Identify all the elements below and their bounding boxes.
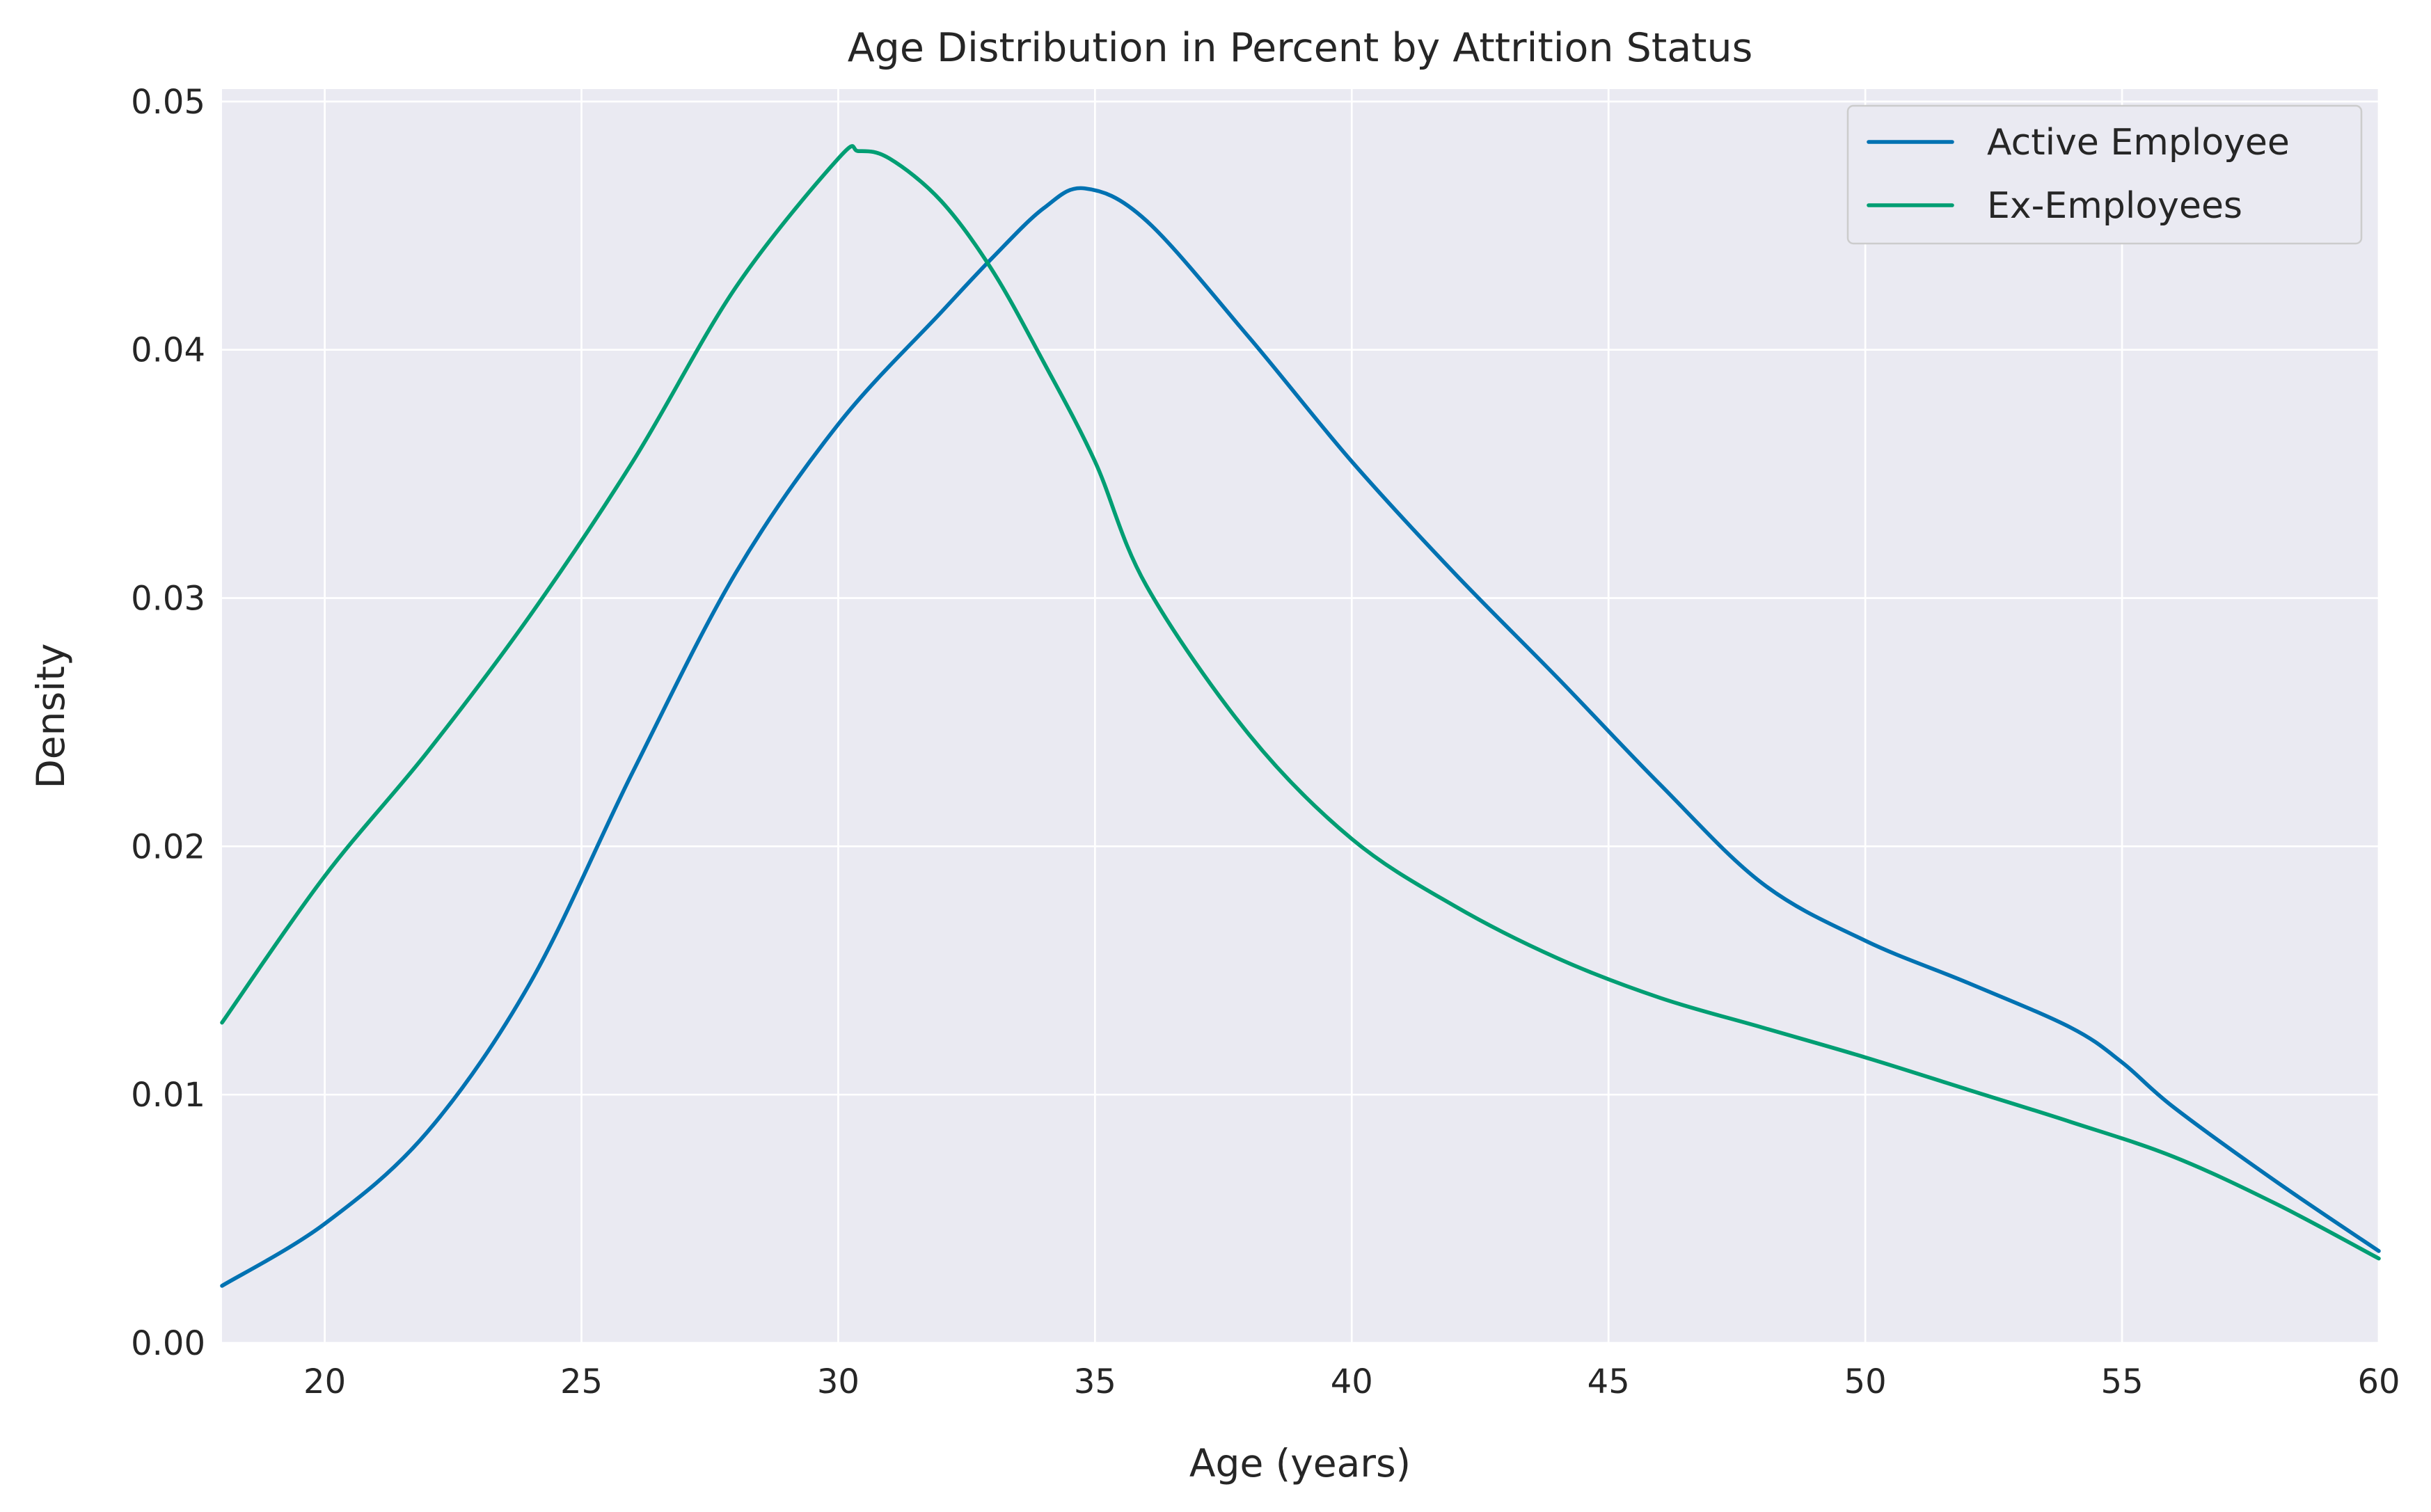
y-axis-label: Density: [29, 643, 73, 788]
x-tick-label: 60: [2357, 1362, 2400, 1401]
x-tick-label: 35: [1074, 1362, 1116, 1401]
legend-box: [1846, 104, 2363, 245]
series-line-active-employee: [220, 186, 2381, 1288]
legend-label-ex-employees: Ex-Employees: [1987, 185, 2242, 227]
x-tick-label: 20: [303, 1362, 346, 1401]
y-tick-labels: 0.00 0.01 0.02 0.03 0.04 0.05: [131, 83, 205, 1363]
x-tick-label: 25: [560, 1362, 603, 1401]
series-line-ex-employees: [220, 144, 2381, 1261]
series-lines: [220, 144, 2381, 1288]
x-tick-label: 40: [1331, 1362, 1373, 1401]
y-tick-label: 0.01: [131, 1076, 205, 1115]
y-tick-label: 0.04: [131, 331, 205, 370]
vertical-grid-lines: [324, 89, 2380, 1343]
legend: Active Employee Ex-Employees: [1846, 104, 2363, 245]
legend-label-active-employee: Active Employee: [1987, 122, 2290, 164]
x-tick-label: 45: [1587, 1362, 1630, 1401]
plot-area: [222, 89, 2379, 1343]
x-tick-label: 50: [1844, 1362, 1887, 1401]
x-tick-label: 55: [2101, 1362, 2144, 1401]
chart-title: Age Distribution in Percent by Attrition…: [848, 25, 1753, 71]
y-tick-label: 0.05: [131, 83, 205, 122]
horizontal-grid-lines: [222, 100, 2379, 1344]
y-tick-label: 0.03: [131, 580, 205, 619]
y-tick-label: 0.00: [131, 1324, 205, 1363]
x-axis-label: Age (years): [1189, 1441, 1411, 1486]
x-tick-labels: 20 25 30 35 40 45 50 55 60: [303, 1362, 2400, 1401]
y-tick-label: 0.02: [131, 827, 205, 866]
x-tick-label: 30: [817, 1362, 860, 1401]
